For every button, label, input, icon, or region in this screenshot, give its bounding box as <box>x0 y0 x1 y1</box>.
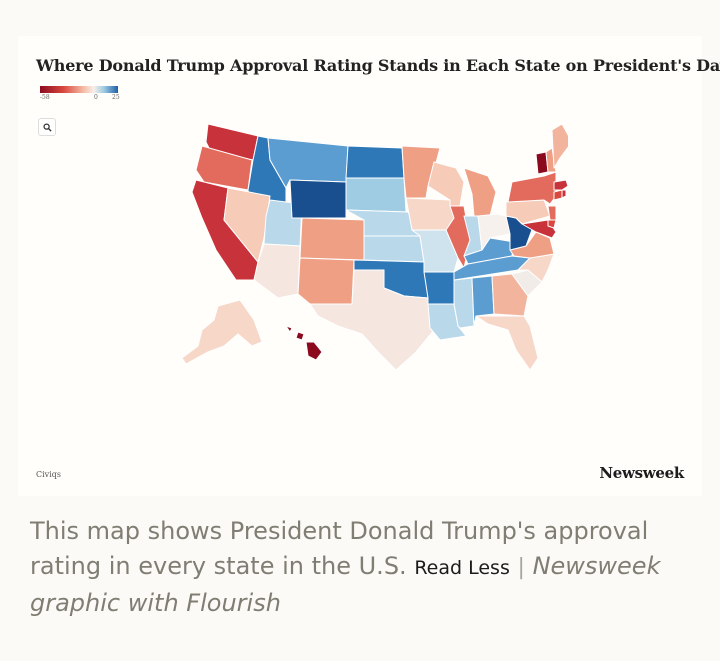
legend-max-label: 25 <box>112 94 120 101</box>
color-legend: -58 0 25 <box>40 86 120 103</box>
state-fl[interactable] <box>475 315 539 370</box>
state-nd[interactable] <box>345 145 405 179</box>
legend-gradient <box>40 86 118 93</box>
legend-mid-label: 0 <box>94 94 98 101</box>
state-ms[interactable] <box>453 277 475 329</box>
map-title: Where Donald Trump Approval Rating Stand… <box>36 56 720 75</box>
state-ak[interactable] <box>181 299 263 365</box>
caption-separator: | <box>517 555 525 580</box>
state-mi[interactable] <box>463 167 497 217</box>
state-ma[interactable] <box>553 179 568 191</box>
state-va[interactable] <box>509 231 555 259</box>
legend-min-label: -58 <box>40 94 50 101</box>
us-map <box>181 123 568 370</box>
state-nj[interactable] <box>547 205 557 221</box>
state-al[interactable] <box>471 275 495 327</box>
state-nm[interactable] <box>297 257 355 305</box>
search-icon <box>42 122 52 132</box>
legend-ticks: -58 0 25 <box>40 93 120 103</box>
state-ny[interactable] <box>507 171 557 205</box>
map-card: Where Donald Trump Approval Rating Stand… <box>18 36 720 496</box>
state-de[interactable] <box>547 219 557 229</box>
state-ct[interactable] <box>553 189 563 201</box>
state-hi[interactable] <box>285 325 323 361</box>
state-sd[interactable] <box>345 177 407 213</box>
map-search-button[interactable] <box>38 118 56 136</box>
state-ri[interactable] <box>561 189 567 199</box>
state-co[interactable] <box>299 217 367 261</box>
state-mn[interactable] <box>401 145 441 199</box>
state-az[interactable] <box>253 243 301 299</box>
state-or[interactable] <box>195 145 253 191</box>
state-ga[interactable] <box>491 273 529 317</box>
state-il[interactable] <box>445 205 471 269</box>
read-less-link[interactable]: Read Less <box>414 557 510 579</box>
state-nv[interactable] <box>223 187 271 263</box>
state-me[interactable] <box>551 123 568 169</box>
state-ar[interactable] <box>423 271 455 305</box>
caption-credit: Newsweek graphic with Flourish <box>30 552 661 617</box>
source-label: Civiqs <box>36 470 61 479</box>
state-ia[interactable] <box>405 197 455 231</box>
newsweek-logo: Newsweek <box>599 464 684 482</box>
state-wy[interactable] <box>289 179 347 219</box>
map-caption: This map shows President Donald Trump's … <box>30 514 700 621</box>
caption-text: This map shows President Donald Trump's … <box>30 517 649 580</box>
state-ks[interactable] <box>363 235 425 263</box>
